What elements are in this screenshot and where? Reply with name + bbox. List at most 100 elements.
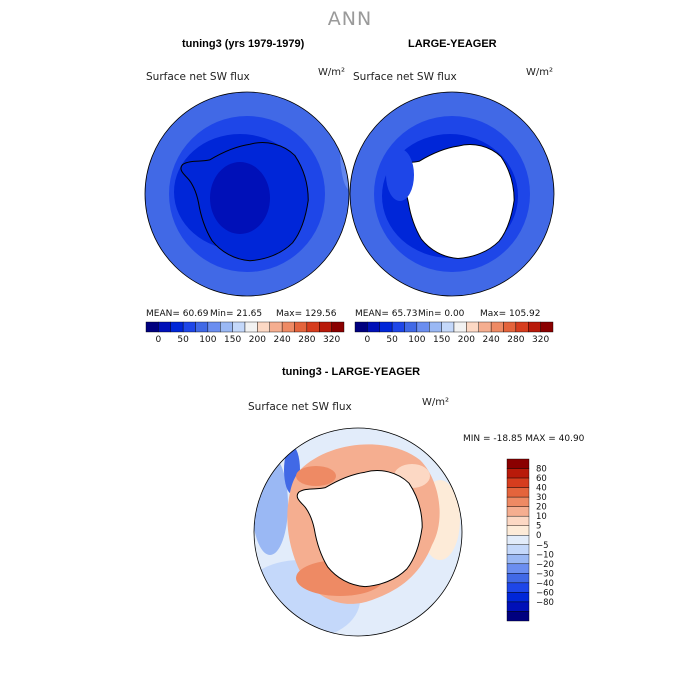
panel3-colorbar-swatch-1	[506, 468, 530, 479]
panel3-colorbar-level-13: −60	[536, 588, 554, 598]
panel2-units: W/m²	[526, 67, 554, 78]
panel2-colorbar-swatch-12	[503, 321, 517, 333]
panel3-colorbar-level-11: −30	[536, 569, 554, 579]
panel1-map	[145, 92, 349, 296]
panel3-colorbar-level-8: −5	[536, 541, 549, 551]
panel3-colorbar-level-9: −10	[536, 550, 554, 560]
panel2-colorbar-swatch-13	[515, 321, 529, 333]
panel2-colorbar-tick-3: 150	[433, 335, 450, 345]
panel3-units: W/m²	[422, 397, 450, 408]
panel1-colorbar-tick-1: 50	[177, 335, 189, 345]
panel3-colorbar-level-2: 40	[536, 484, 547, 494]
panel2-colorbar-swatch-0	[354, 321, 368, 333]
panel2-colorbar-swatch-2	[379, 321, 393, 333]
panel2-colorbar-tick-7: 320	[532, 335, 549, 345]
panel2-colorbar-swatch-15	[540, 321, 554, 333]
panel3-colorbar-level-12: −40	[536, 579, 554, 589]
panel1-min: Min= 21.65	[210, 309, 263, 319]
panel2-colorbar-tick-5: 240	[483, 335, 500, 345]
panel3-colorbar-level-3: 30	[536, 493, 547, 503]
panel3-border	[253, 427, 463, 637]
panel1-colorbar-swatch-15	[331, 321, 345, 333]
panel3-title: tuning3 - LARGE-YEAGER	[282, 366, 421, 378]
panel3-colorbar-swatch-16	[506, 611, 530, 622]
panel1-colorbar-swatch-0	[145, 321, 159, 333]
panel3-colorbar-swatch-6	[506, 515, 530, 526]
panel2-colorbar-swatch-10	[478, 321, 492, 333]
panel1-units: W/m²	[318, 67, 346, 78]
panel1-colorbar-swatch-7	[232, 321, 246, 333]
panel2-border	[349, 91, 555, 297]
panel2-colorbar-swatch-14	[528, 321, 541, 333]
panel2-colorbar-tick-1: 50	[386, 335, 398, 345]
panel2-colorbar-swatch-3	[391, 321, 405, 333]
panel2-colorbar-swatch-4	[404, 321, 418, 333]
panel1-colorbar-swatch-5	[207, 321, 221, 333]
panel2-mean: MEAN= 65.73	[355, 309, 418, 319]
panel3-minmax: MIN = -18.85 MAX = 40.90	[463, 434, 585, 444]
panel3-colorbar-swatch-0	[506, 458, 530, 469]
panel1-max: Max= 129.56	[276, 309, 337, 319]
panel1-colorbar-swatch-13	[306, 321, 320, 333]
panel3-colorbar-swatch-3	[506, 487, 530, 498]
panel1-colorbar-swatch-10	[269, 321, 283, 333]
panel2-colorbar-swatch-5	[416, 321, 430, 333]
panel1-colorbar-tick-4: 200	[249, 335, 266, 345]
panel1-colorbar-swatch-4	[195, 321, 209, 333]
panel1-colorbar-tick-7: 320	[323, 335, 340, 345]
panel1-colorbar-tick-2: 100	[199, 335, 216, 345]
panel3-colorbar-swatch-5	[506, 506, 530, 517]
panel1-colorbar-tick-6: 280	[298, 335, 315, 345]
panel1-mean: MEAN= 60.69	[146, 309, 209, 319]
panel2-map	[350, 92, 554, 296]
panel3-colorbar-swatch-14	[506, 592, 530, 603]
panel1-colorbar-swatch-12	[294, 321, 308, 333]
panel1-colorbar-swatch-1	[158, 321, 171, 333]
panel1-plateau	[210, 162, 270, 234]
panel2-colorbar-swatch-8	[453, 321, 467, 333]
panel1-colorbar-swatch-6	[220, 321, 233, 333]
panel3-colorbar-swatch-13	[506, 582, 530, 593]
panel2-title: LARGE-YEAGER	[408, 38, 497, 50]
panel1-colorbar-swatch-11	[281, 321, 295, 333]
panel2-colorbar-swatch-7	[441, 321, 455, 333]
panel3-colorbar-swatch-8	[506, 535, 530, 545]
panel1-colorbar-swatch-3	[182, 321, 196, 333]
panel2-colorbar-swatch-6	[429, 321, 442, 333]
panel2-colorbar-tick-2: 100	[408, 335, 425, 345]
panel2-variable: Surface net SW flux	[353, 71, 457, 83]
panel1-colorbar-swatch-9	[257, 321, 270, 333]
panel1-colorbar: 0 50 100 150 200 240 280 320	[145, 321, 345, 345]
panel3-colorbar-swatch-9	[506, 544, 530, 555]
panel3-variable: Surface net SW flux	[248, 401, 352, 413]
panel3-colorbar-swatch-7	[506, 525, 530, 536]
panel2-colorbar-swatch-11	[490, 321, 504, 333]
panel3-map	[254, 428, 462, 636]
panel3-colorbar-swatch-2	[506, 477, 530, 488]
panel3-colorbar-level-5: 10	[536, 512, 547, 522]
panel1-border	[144, 91, 350, 297]
panel3-colorbar-swatch-4	[506, 496, 530, 507]
panel3-colorbar-swatch-11	[506, 563, 530, 574]
panel3-colorbar-level-4: 20	[536, 503, 547, 513]
panel2-colorbar-tick-6: 280	[507, 335, 524, 345]
panel1-colorbar-tick-3: 150	[224, 335, 241, 345]
panel2-max: Max= 105.92	[480, 309, 541, 319]
season-title: ANN	[327, 8, 373, 30]
panel3-colorbar-level-10: −20	[536, 560, 554, 570]
panel2-colorbar-tick-0: 0	[365, 335, 371, 345]
panel3-colorbar-level-6: 5	[536, 522, 541, 532]
panel3-colorbar-level-7: 0	[536, 531, 541, 541]
panel2-colorbar-swatch-1	[367, 321, 380, 333]
panel2-colorbar-swatch-9	[466, 321, 479, 333]
panel2-colorbar-tick-4: 200	[458, 335, 475, 345]
panel3-colorbar-swatch-10	[506, 554, 530, 565]
panel3-colorbar-level-0: 80	[536, 465, 547, 475]
panel1-variable: Surface net SW flux	[146, 71, 250, 83]
panel2-colorbar: 0 50 100 150 200 240 280 320	[354, 321, 554, 345]
panel2-min: Min= 0.00	[418, 309, 465, 319]
panel1-colorbar-swatch-14	[319, 321, 332, 333]
panel1-colorbar-tick-0: 0	[156, 335, 162, 345]
